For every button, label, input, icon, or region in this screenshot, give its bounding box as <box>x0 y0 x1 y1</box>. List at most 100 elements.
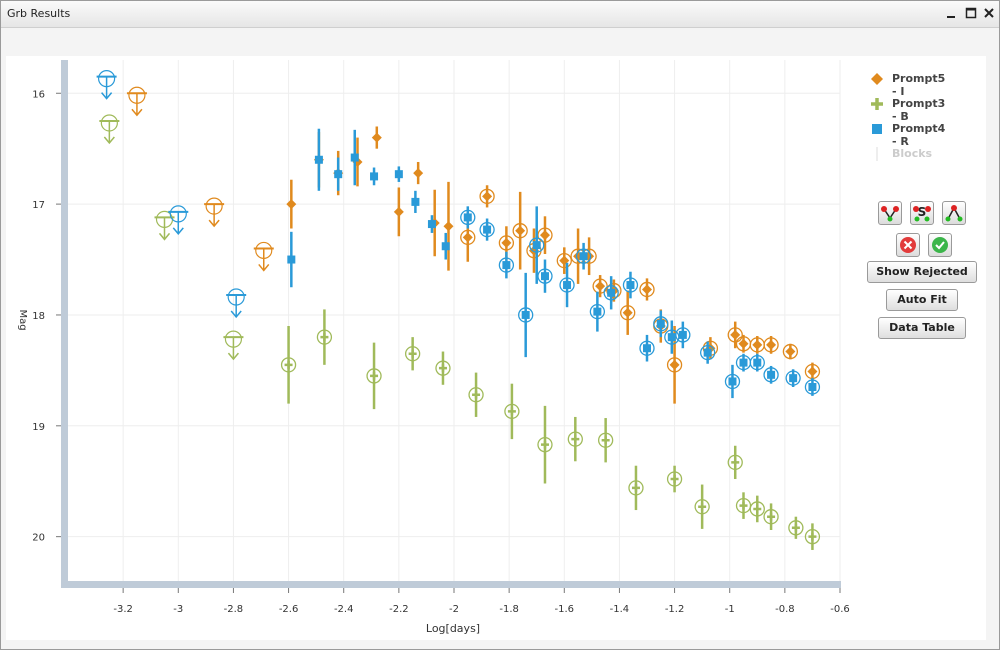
data-point[interactable] <box>371 126 382 149</box>
diamond-marker <box>462 232 473 243</box>
data-point[interactable] <box>653 310 669 338</box>
data-point[interactable] <box>727 445 743 480</box>
data-point[interactable] <box>603 276 619 310</box>
y-tick-label: 20 <box>32 533 45 544</box>
selection-circle <box>529 237 545 253</box>
data-point[interactable] <box>286 179 297 229</box>
data-point[interactable] <box>700 341 716 364</box>
plus-marker <box>698 502 707 511</box>
data-point[interactable] <box>575 242 592 270</box>
accept-button[interactable] <box>928 233 952 257</box>
data-point[interactable] <box>314 128 323 191</box>
data-point[interactable] <box>735 334 752 353</box>
maximize-icon[interactable] <box>963 5 979 21</box>
upper-limit-marker[interactable] <box>168 205 189 236</box>
data-point[interactable] <box>788 516 804 539</box>
data-point[interactable] <box>675 321 691 349</box>
data-point[interactable] <box>526 228 542 273</box>
upper-limit-marker[interactable] <box>126 86 147 117</box>
data-point[interactable] <box>620 290 636 335</box>
data-point[interactable] <box>785 369 801 388</box>
data-table-button[interactable]: Data Table <box>878 317 966 339</box>
data-point[interactable] <box>350 129 359 186</box>
data-point[interactable] <box>537 216 553 254</box>
upper-limit-marker[interactable] <box>204 197 225 228</box>
diamond-marker <box>730 329 741 340</box>
upper-limit-marker[interactable] <box>223 330 244 361</box>
data-point[interactable] <box>763 336 779 354</box>
data-point[interactable] <box>316 309 333 365</box>
auto-fit-button[interactable]: Auto Fit <box>886 289 958 311</box>
data-point[interactable] <box>498 251 515 279</box>
selection-circle <box>518 307 534 323</box>
diamond-marker <box>766 339 777 350</box>
data-point[interactable] <box>749 495 765 523</box>
fit-tool-button[interactable] <box>878 201 902 225</box>
data-point[interactable] <box>435 351 451 385</box>
upper-limit-marker[interactable] <box>96 70 117 100</box>
data-point[interactable] <box>394 166 403 182</box>
data-point[interactable] <box>334 157 343 191</box>
data-point[interactable] <box>413 161 424 185</box>
data-point[interactable] <box>622 271 639 299</box>
data-point[interactable] <box>567 416 583 462</box>
selection-circle <box>620 305 636 321</box>
show-rejected-button[interactable]: Show Rejected <box>867 261 977 283</box>
s-tool-button[interactable]: S <box>910 201 934 225</box>
data-point[interactable] <box>589 291 606 332</box>
close-icon[interactable] <box>981 5 997 21</box>
upper-limit-marker[interactable] <box>99 114 120 145</box>
upper-limit-marker[interactable] <box>253 241 274 272</box>
data-point[interactable] <box>556 247 572 274</box>
reject-button[interactable] <box>896 233 920 257</box>
data-point[interactable] <box>763 503 779 531</box>
peak-tool-button[interactable] <box>942 201 966 225</box>
upper-limit-marker[interactable] <box>226 288 247 319</box>
data-point[interactable] <box>639 334 655 362</box>
data-point[interactable] <box>592 275 608 298</box>
data-point[interactable] <box>529 206 545 284</box>
data-point[interactable] <box>393 187 404 237</box>
data-point[interactable] <box>735 492 752 519</box>
data-point[interactable] <box>664 320 680 354</box>
data-point[interactable] <box>504 383 520 440</box>
selection-circle <box>504 403 520 420</box>
data-point[interactable] <box>427 215 436 233</box>
data-point[interactable] <box>782 343 799 360</box>
data-point[interactable] <box>411 190 420 213</box>
minimize-icon[interactable] <box>943 5 959 21</box>
data-point[interactable] <box>280 326 297 404</box>
data-point[interactable] <box>370 167 379 186</box>
data-point[interactable] <box>804 523 821 550</box>
data-point[interactable] <box>694 484 710 529</box>
data-point[interactable] <box>443 181 454 271</box>
data-point[interactable] <box>404 337 421 371</box>
data-point[interactable] <box>366 342 382 410</box>
data-point[interactable] <box>460 206 476 229</box>
data-point[interactable] <box>441 232 450 260</box>
data-point[interactable] <box>735 353 752 372</box>
data-point[interactable] <box>666 465 683 493</box>
data-point[interactable] <box>749 336 765 354</box>
data-point[interactable] <box>287 231 296 288</box>
data-point[interactable] <box>763 365 779 384</box>
data-point[interactable] <box>479 185 495 208</box>
data-point[interactable] <box>749 353 765 372</box>
square-marker <box>427 220 436 229</box>
data-point[interactable] <box>537 405 553 484</box>
data-point[interactable] <box>597 418 614 463</box>
data-point[interactable] <box>479 218 495 241</box>
data-point[interactable] <box>468 372 484 417</box>
data-point[interactable] <box>724 364 741 399</box>
data-point[interactable] <box>559 262 575 308</box>
square-marker <box>643 344 651 353</box>
data-point[interactable] <box>537 259 553 293</box>
upper-limit-marker[interactable] <box>154 210 175 241</box>
data-point[interactable] <box>727 321 743 349</box>
data-point[interactable] <box>518 272 534 358</box>
data-point[interactable] <box>628 465 644 511</box>
data-point[interactable] <box>639 278 655 301</box>
data-point[interactable] <box>512 191 528 270</box>
data-point[interactable] <box>804 362 821 381</box>
data-point[interactable] <box>804 378 821 396</box>
